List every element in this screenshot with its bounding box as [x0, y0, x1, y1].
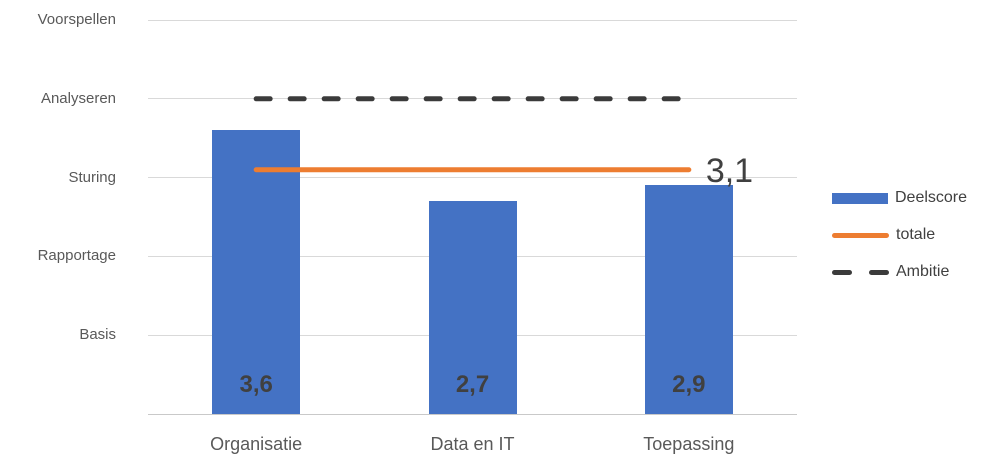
- y-axis-tick-label: Voorspellen: [37, 11, 116, 28]
- bar-value-label: 3,6: [239, 371, 273, 398]
- legend: Deelscore totale Ambitie: [832, 186, 967, 297]
- category-label: Toepassing: [643, 434, 735, 454]
- bar-value-label: 2,9: [672, 371, 706, 398]
- legend-label-deelscore: Deelscore: [895, 189, 968, 206]
- gridline: [148, 19, 797, 21]
- bar-data-en-it: [428, 201, 517, 414]
- totale-line-swatch-icon: [832, 232, 889, 238]
- legend-label-ambitie: Ambitie: [896, 263, 950, 280]
- legend-item-ambitie: Ambitie: [832, 260, 967, 284]
- category-label: Organisatie: [210, 434, 303, 454]
- y-axis-tick-label: Basis: [79, 326, 116, 344]
- gridline: [148, 98, 797, 100]
- x-axis-line: [148, 413, 797, 415]
- y-axis-tick-label: Rapportage: [37, 247, 116, 265]
- legend-item-deelscore: Deelscore: [832, 186, 967, 210]
- ambitie-dash-swatch-icon: [832, 269, 889, 275]
- gridline: [148, 177, 797, 179]
- category-label: Data en IT: [430, 434, 515, 454]
- line-value-annotation: 3,1: [705, 151, 754, 190]
- bar-organisatie: [212, 130, 301, 414]
- bar-toepassing: [644, 185, 733, 414]
- y-axis-tick-label: Sturing: [68, 168, 116, 186]
- legend-label-totale: totale: [896, 226, 936, 243]
- deelscore-bar-swatch-icon: [832, 192, 888, 204]
- y-axis-tick-label: Analyseren: [40, 89, 116, 107]
- bar-value-label: 2,7: [455, 371, 490, 398]
- legend-item-totale: totale: [832, 223, 967, 247]
